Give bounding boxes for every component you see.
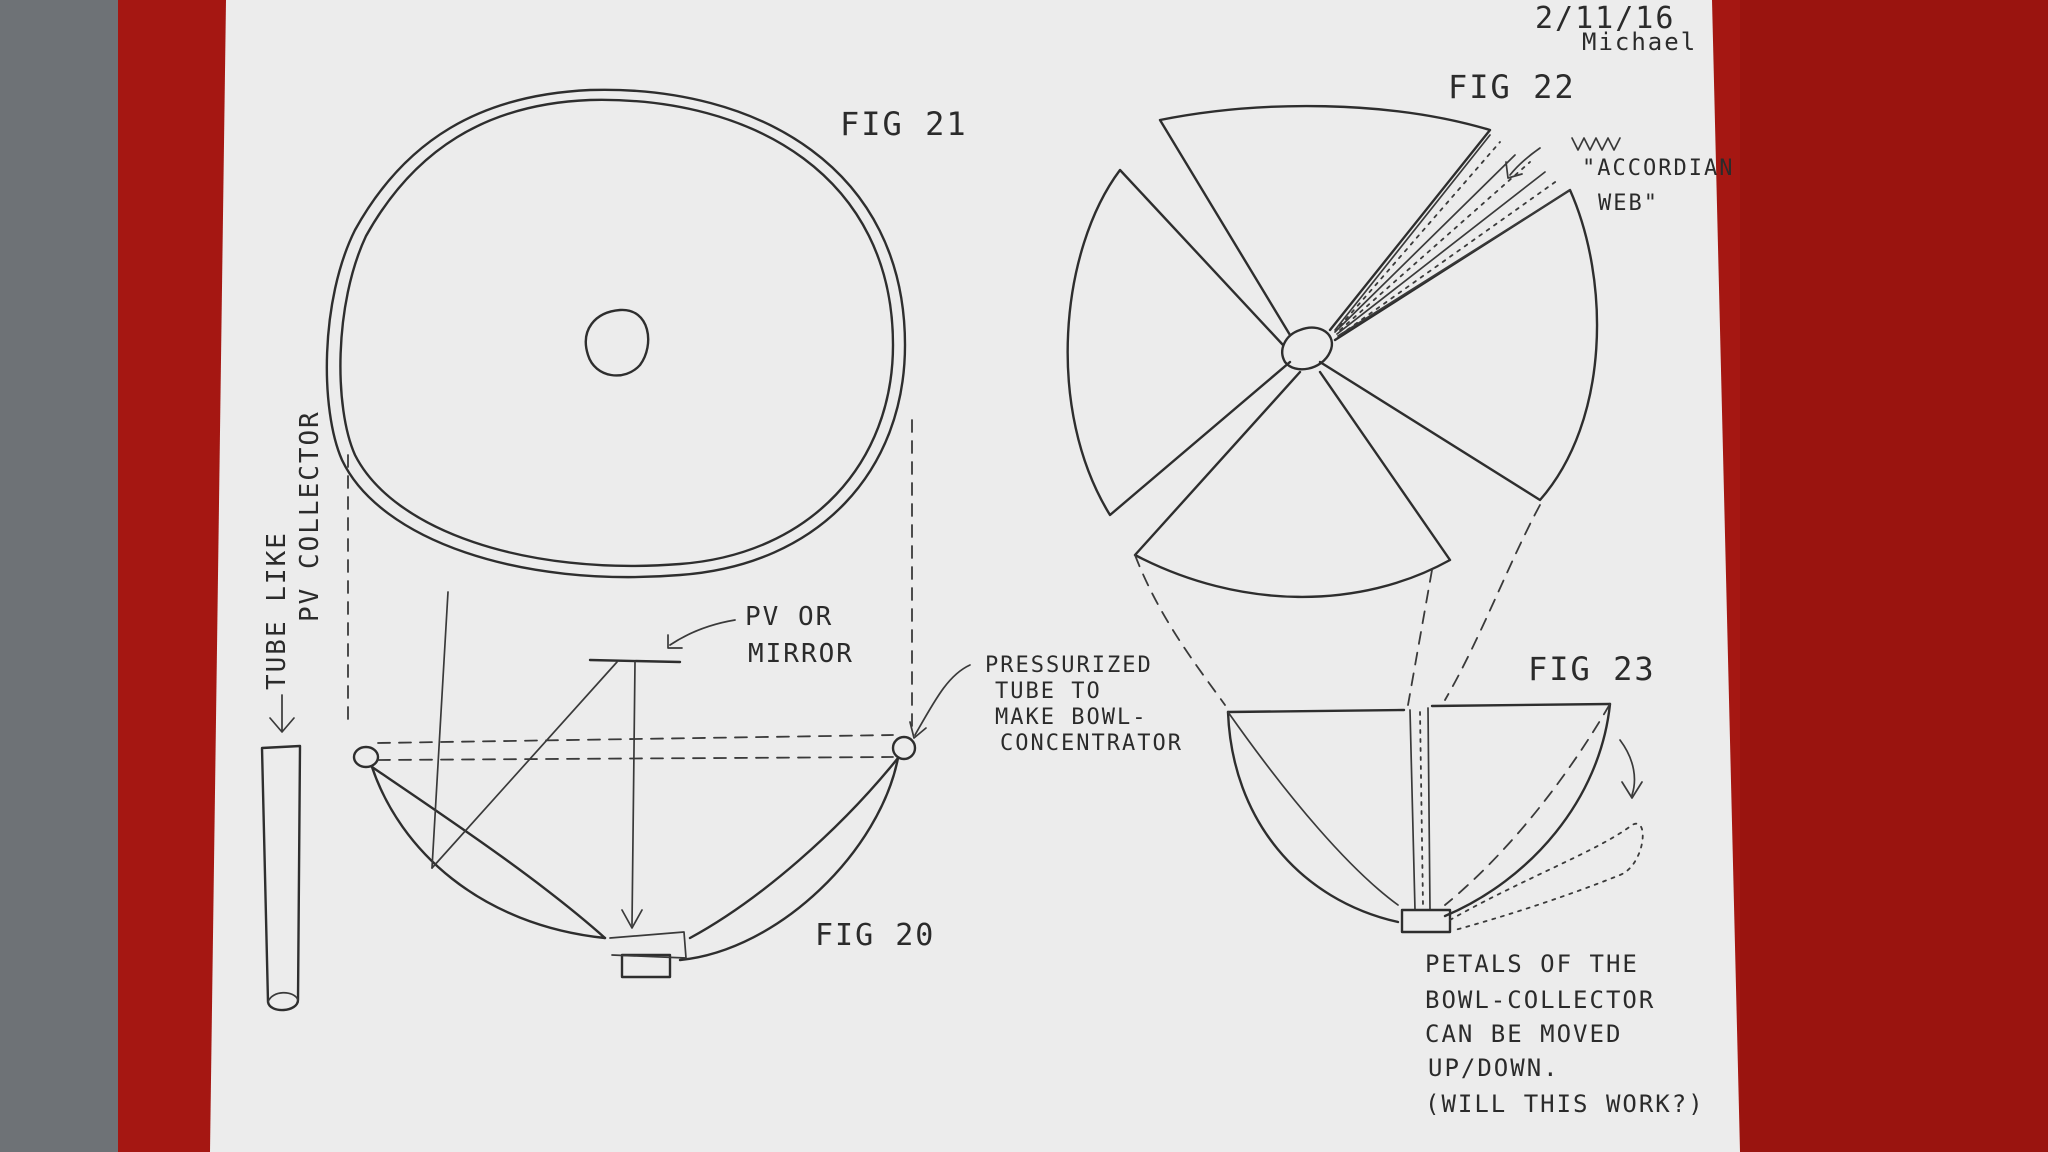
accordion-label-line1: "ACCORDIAN — [1582, 156, 1734, 181]
fig22-projection-mid — [1407, 569, 1433, 706]
accordion-squiggle-icon — [1571, 137, 1621, 151]
fig23-note-line4: UP/DOWN. — [1428, 1054, 1560, 1082]
fig21-outer-rim — [325, 88, 907, 579]
bowl-shell-left — [1226, 710, 1400, 924]
pv-label-line1: PV OR — [745, 602, 833, 632]
header-author: Michael — [1582, 28, 1697, 56]
petal-right — [1318, 188, 1599, 502]
fig20-label: FIG 20 — [815, 918, 935, 953]
bowl-seam-2 — [1427, 707, 1431, 911]
petal-top — [1158, 104, 1492, 337]
fig23-receiver — [1400, 908, 1452, 934]
bowl-shell-right — [1443, 702, 1612, 918]
fig23-note-line3: CAN BE MOVED — [1425, 1020, 1622, 1048]
fig20-drawing: TUBE LIKE PV COLLECTOR PV OR MIRROR PRES… — [260, 410, 1183, 1012]
pv-mirror-bar — [588, 658, 682, 664]
ring-dash-bottom — [377, 756, 894, 761]
pressurized-label-line1: PRESSURIZED — [985, 653, 1153, 678]
paper-sheet — [210, 0, 1740, 1152]
bowl-left-outer — [370, 765, 607, 940]
ring-left-section — [352, 745, 380, 769]
petal-move-arrow-icon — [1619, 739, 1643, 799]
fig23-note-line2: BOWL-COLLECTOR — [1425, 986, 1655, 1014]
fig22-hub — [1281, 326, 1334, 371]
bowl-top-right — [1430, 702, 1612, 708]
ray-diagonal — [431, 661, 618, 869]
fig21-inner-rim — [339, 98, 895, 568]
fig21-center-receiver — [584, 308, 650, 377]
pressurized-label-line4: CONCENTRATOR — [1000, 731, 1183, 756]
bowl-right-outer — [678, 756, 900, 962]
petal-bottom — [1133, 370, 1452, 599]
fig21-drawing: FIG 21 — [325, 88, 968, 579]
moved-petal-dotted — [1449, 822, 1644, 931]
fig22-projection-right — [1444, 504, 1541, 701]
bowl-left-inner — [370, 765, 607, 940]
petal-left — [1066, 168, 1292, 517]
tube-arrow-icon — [269, 694, 295, 733]
ring-right-section — [891, 735, 917, 761]
pressurized-arrow-icon — [909, 664, 971, 739]
bowl-top-left — [1226, 708, 1406, 714]
fig22-label: FIG 22 — [1448, 68, 1576, 106]
fig22-drawing: FIG 22 "ACCORDIAN WEB" — [1066, 68, 1734, 599]
pressurized-label-line2: TUBE TO — [995, 679, 1102, 704]
fig23-drawing: FIG 23 PETALS OF THE BOWL-COLLECTOR CAN … — [1226, 650, 1705, 1118]
accordion-web-dashes — [1339, 141, 1559, 336]
tube-label-line1: TUBE LIKE — [262, 531, 292, 690]
ring-dash-top — [377, 734, 894, 744]
accordion-web — [1334, 134, 1571, 337]
bowl-seam-1 — [1409, 709, 1416, 911]
tube-collector-end — [267, 991, 299, 1003]
bowl-right-inner — [688, 756, 900, 940]
accordion-arrow-icon — [1505, 147, 1541, 179]
fig22-projection-left — [1134, 554, 1226, 706]
pv-arrow-icon — [667, 619, 736, 649]
fig23-label: FIG 23 — [1528, 650, 1656, 688]
bowl-chord-left — [1227, 711, 1399, 906]
tube-label-line2: PV COLLECTOR — [295, 410, 325, 622]
ray-vertical-left — [431, 591, 449, 869]
pv-label-line2: MIRROR — [748, 639, 854, 669]
red-folder-shade — [1740, 0, 2048, 1152]
header-date: 2/11/16 — [1535, 1, 1675, 36]
fig23-note-line1: PETALS OF THE — [1425, 950, 1639, 978]
accordion-label-line2: WEB" — [1598, 191, 1659, 216]
bowl-receiver-top — [609, 931, 687, 959]
bowl-chord-right — [1444, 703, 1611, 906]
fig23-note-line5: (WILL THIS WORK?) — [1425, 1090, 1705, 1118]
bowl-receiver — [620, 953, 672, 979]
ray-center-arrow-icon — [621, 909, 643, 929]
pressurized-label-line3: MAKE BOWL- — [995, 705, 1147, 730]
ray-center — [631, 661, 636, 926]
fig21-label: FIG 21 — [840, 105, 968, 143]
